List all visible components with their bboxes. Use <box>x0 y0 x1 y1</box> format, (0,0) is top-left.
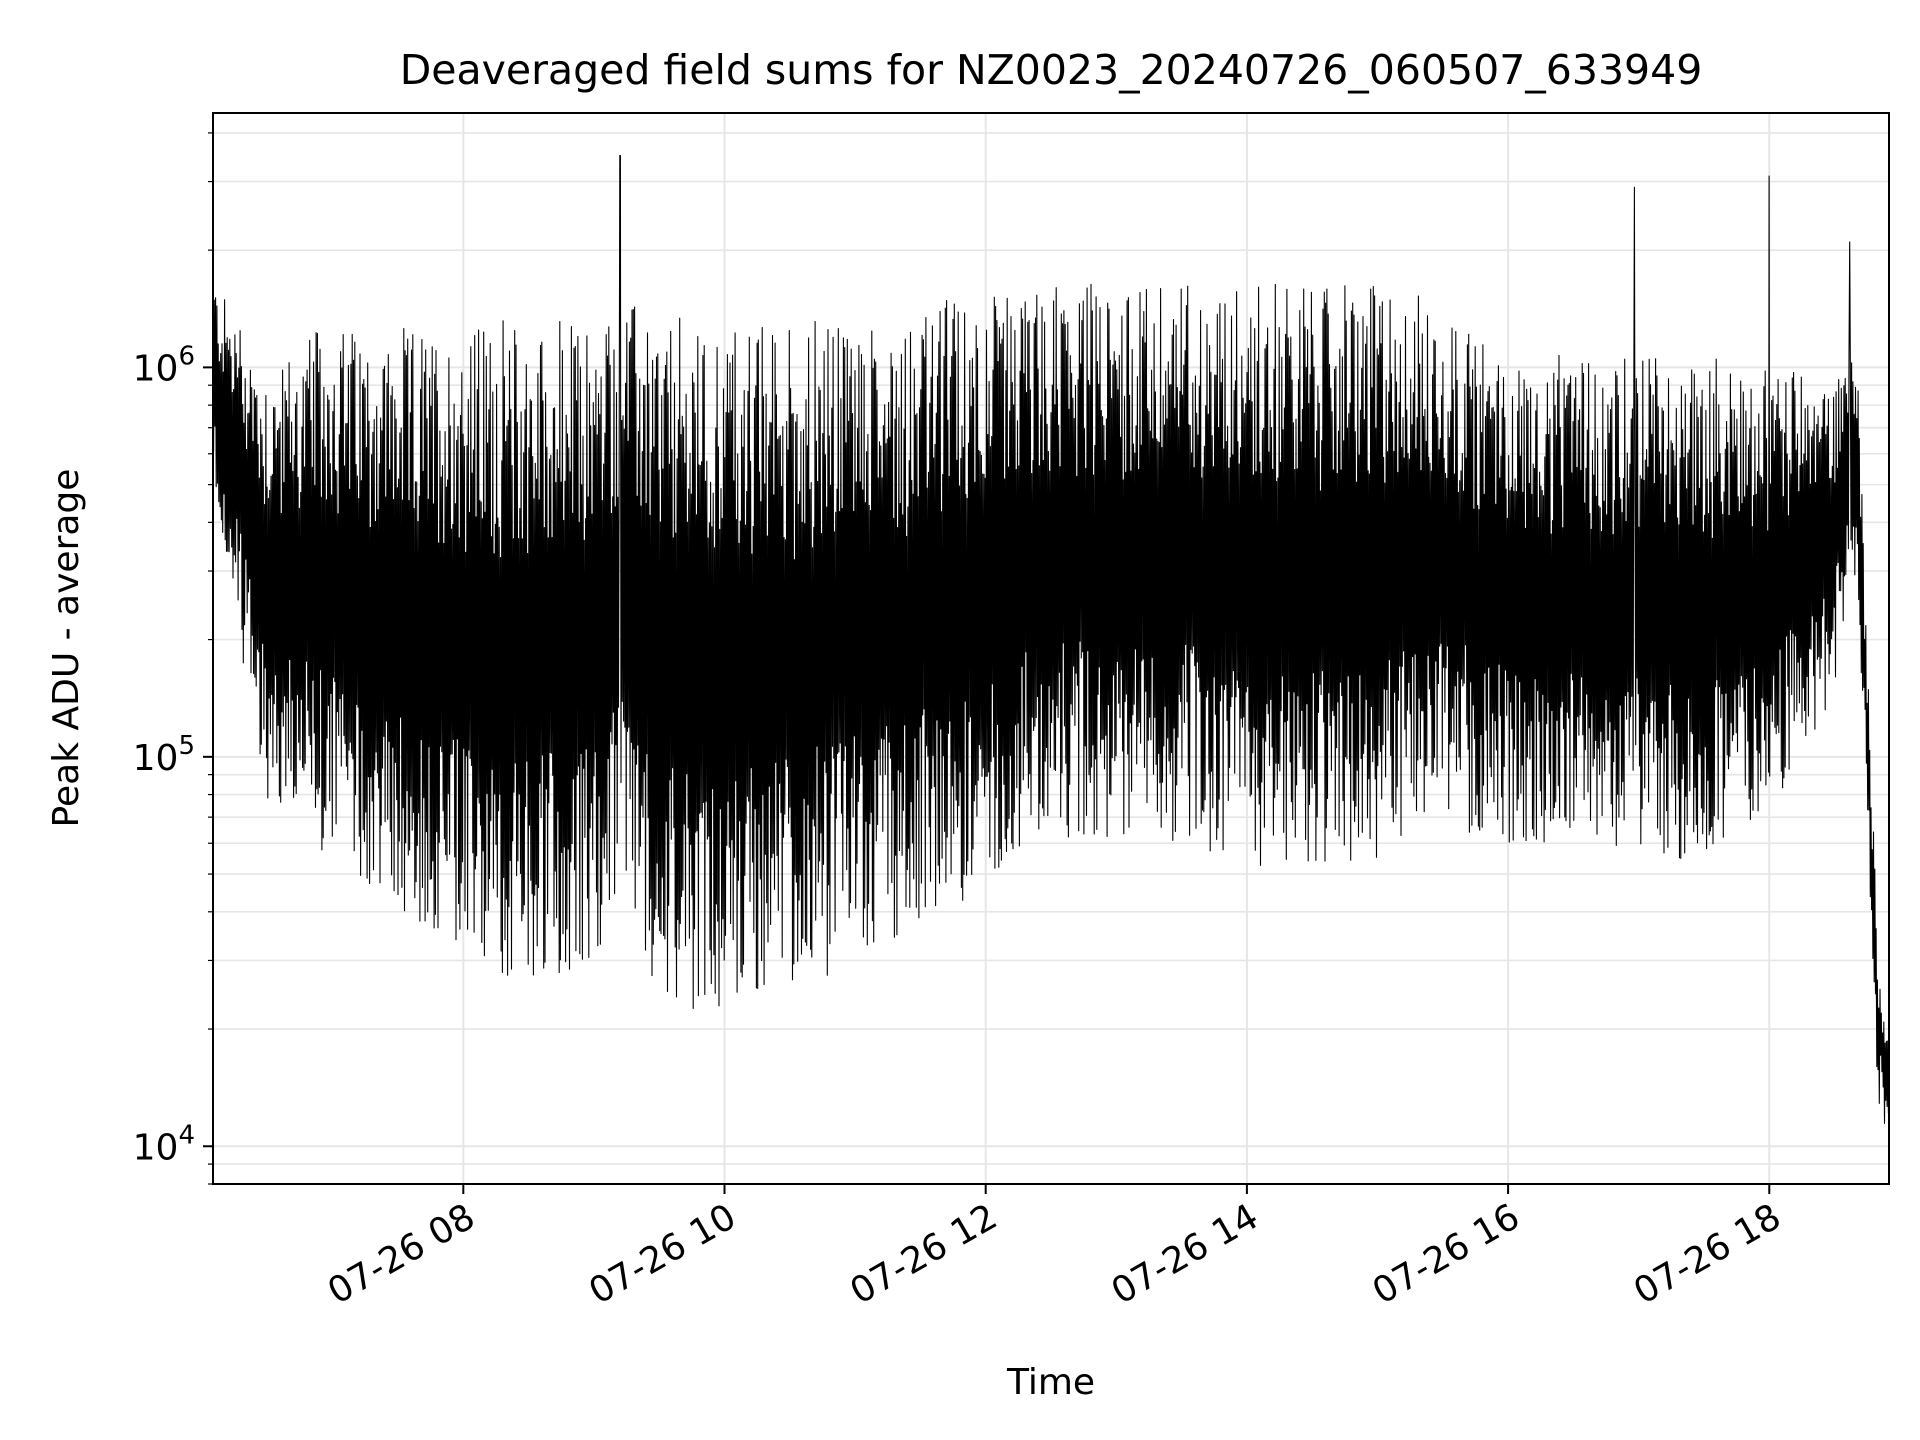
y-tick-label-base: 10 <box>133 348 179 389</box>
y-tick-label: 104 <box>133 1120 195 1168</box>
y-tick-label-exponent: 5 <box>178 731 195 761</box>
y-axis-label: Peak ADU - average <box>46 469 87 828</box>
series-line-path <box>213 154 1889 1124</box>
plot-area <box>213 154 1889 1124</box>
y-tick-label-exponent: 6 <box>178 341 195 371</box>
y-tick-label-base: 10 <box>133 1127 179 1168</box>
y-tick-label-exponent: 4 <box>178 1120 195 1150</box>
chart-title: Deaveraged field sums for NZ0023_2024072… <box>400 46 1703 94</box>
x-axis-label: Time <box>1006 1362 1095 1403</box>
y-tick-label-base: 10 <box>133 738 179 779</box>
y-tick-label: 106 <box>133 341 195 389</box>
y-tick-label: 105 <box>133 731 195 779</box>
plot-frame <box>212 112 1890 1185</box>
series-line <box>213 154 1889 1124</box>
